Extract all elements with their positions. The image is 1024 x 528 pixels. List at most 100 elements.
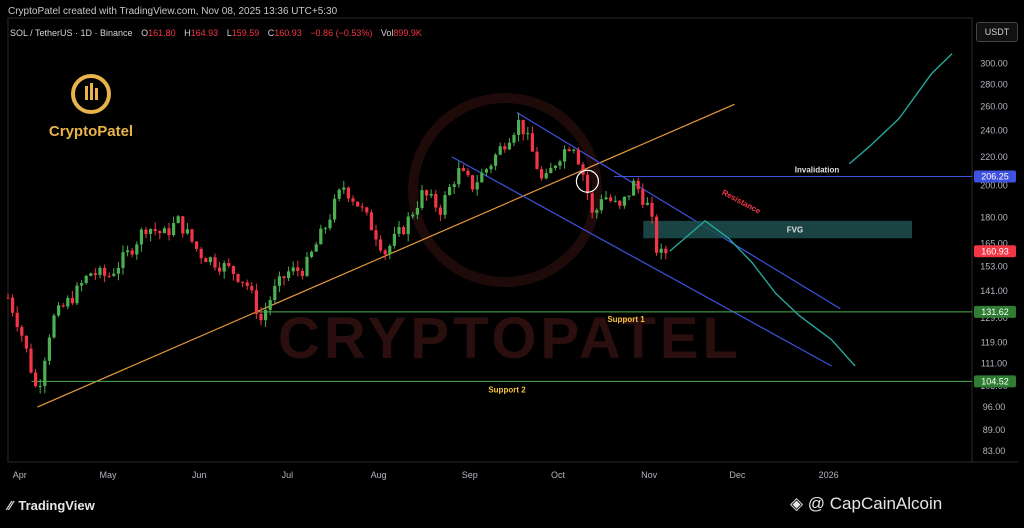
channel-upper-line [516,111,841,310]
candle-body [144,229,148,234]
candle-body [213,257,217,268]
candle-body [420,190,424,208]
support-2-label: Support 2 [488,385,526,394]
candle-body [544,173,548,179]
candle-body [333,198,337,220]
candle-body [627,195,631,197]
y-tick-label: 200.00 [980,181,1008,191]
coin-logo-icon [71,74,111,114]
candle-body [254,290,258,314]
ascending-trendline [37,103,735,408]
candle-body [158,231,162,234]
plot-frame [7,17,973,463]
price-tag [974,245,1016,258]
y-tick-label: 240.00 [980,126,1008,136]
candle-body [466,170,470,176]
candle-body [300,270,304,276]
x-tick-label: Sep [462,470,478,480]
candle-body [190,229,194,242]
candle-body [581,164,585,175]
candle-body [443,195,447,215]
candle-body [498,146,502,155]
candle-body [632,180,636,196]
candle-body [80,283,84,286]
change-value: −0.86 (−0.53%) [310,28,373,38]
candle-body [103,267,107,276]
candle-body [540,169,544,179]
candle-body [346,187,350,199]
candle-body [153,229,157,232]
breakdown-circle [575,169,600,193]
candle-body [489,165,493,170]
candle-body [6,297,10,299]
candle-body [636,180,640,190]
candle-body [47,337,51,361]
candle-body [250,285,254,291]
candle-body [319,228,323,245]
candle-body [369,212,373,231]
candle-body [61,305,65,307]
open-value: 161.80 [148,28,176,38]
candle-body [112,273,116,276]
symbol-name[interactable]: SOL / TetherUS · 1D · Binance [10,28,133,38]
candle-body [15,312,19,328]
candle-body [434,194,438,208]
currency-button[interactable]: USDT [976,22,1018,42]
candle-body [89,273,93,276]
invalidation-label: Invalidation [795,165,840,174]
candle-body [461,167,465,171]
candle-body [360,206,364,208]
candle-body [139,229,143,245]
candle-body [195,241,199,249]
candle-body [245,282,249,286]
candle-body [379,239,383,251]
candle-body [641,189,645,205]
x-tick-label: Aug [371,470,387,480]
high-value: 164.93 [190,28,219,38]
y-tick-label: 153.00 [980,261,1008,271]
candle-body [595,210,599,213]
y-tick-label: 260.00 [980,102,1008,112]
candle-body [208,257,212,263]
candle-body [29,348,33,373]
candle-body [121,252,125,268]
tradingview-logo[interactable]: ⁄⁄ TradingView [8,498,95,513]
x-tick-label: Apr [13,470,27,480]
candle-body [20,327,24,336]
candle-body [415,207,419,215]
candle-body [282,276,286,279]
price-tag [974,305,1016,318]
candle-body [38,385,42,387]
logo-name: CryptoPatel [48,123,134,140]
candle-body [397,227,401,234]
candle-body [314,244,318,252]
candle-body [388,245,392,255]
candle-body [351,198,355,202]
candle-body [507,142,511,150]
fvg-label: FVG [787,225,803,234]
candle-body [337,189,341,199]
candle-body [383,250,387,255]
x-tick-label: 2026 [819,470,839,480]
candle-body [645,202,649,205]
candle-body [70,297,74,304]
low-value: 159.59 [231,28,260,38]
candle-body [126,250,130,253]
candle-body [535,151,539,170]
ohlc-legend: SOL / TetherUS · 1D · Binance O161.80 H1… [10,28,422,38]
candle-body [655,216,659,253]
candle-body [98,267,102,275]
candle-body [296,267,300,271]
cryptopatel-logo: CryptoPatel [36,72,146,140]
candle-body [558,161,562,166]
price-tag-label: 160.93 [981,246,1009,256]
candle-body [526,133,530,135]
price-tag [974,375,1016,388]
x-tick-label: Dec [729,470,746,480]
candle-body [167,228,171,236]
y-tick-label: 83.00 [983,446,1006,456]
candle-body [135,244,139,255]
candle-body [227,263,231,266]
candle-body [57,305,61,316]
